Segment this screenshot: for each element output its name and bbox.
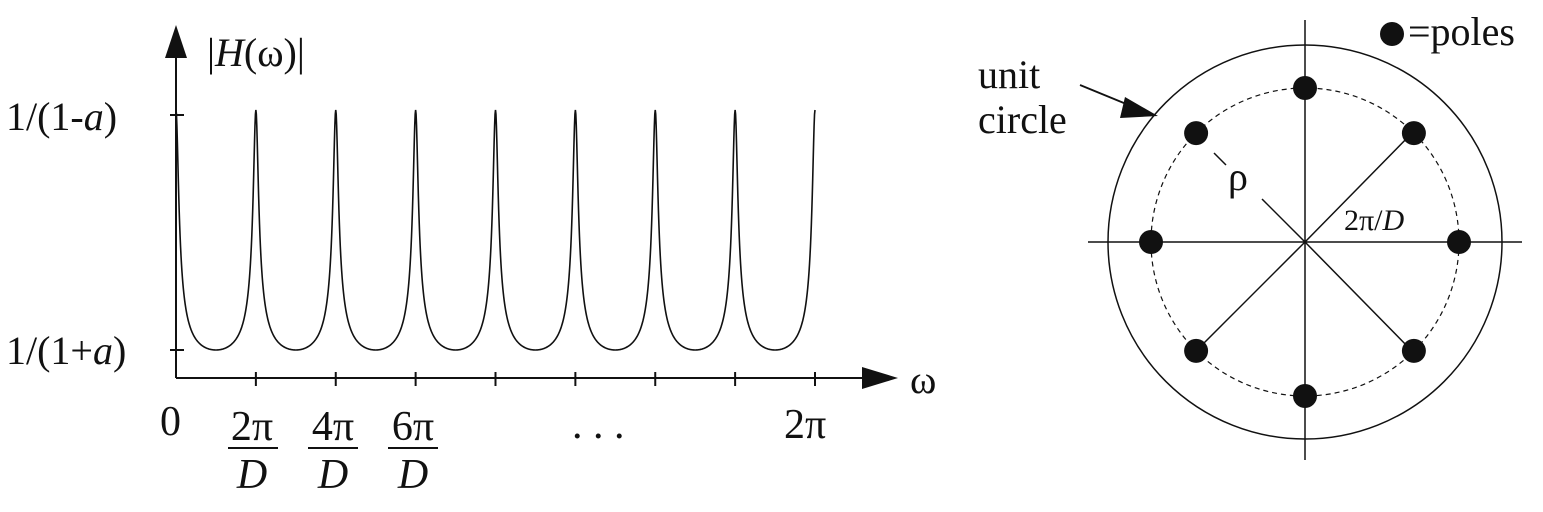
angle-label: 2π/D [1344, 204, 1404, 237]
legend-label: =poles [1408, 9, 1515, 54]
pole-marker [1293, 76, 1317, 100]
x-tick-label-two-pi: 2π [784, 402, 826, 448]
y-max-label: 1/(1-a) [6, 94, 117, 139]
radius-line [1304, 132, 1413, 243]
y-min-label: 1/(1+a) [6, 328, 126, 373]
pole-marker [1293, 384, 1317, 408]
pole-marker [1184, 121, 1209, 146]
fraction-label-3: 6π D [388, 404, 438, 498]
unit-circle [1107, 44, 1503, 440]
radius-line [1261, 198, 1306, 243]
pole-marker [1184, 338, 1209, 363]
x-axis-arrow [862, 367, 898, 389]
poles [1139, 76, 1471, 408]
fraction-label-1: 2π D [228, 404, 278, 498]
fraction-denominator: D [397, 452, 428, 498]
pole-marker [1401, 121, 1426, 146]
x-ticks [254, 372, 816, 386]
y-axis-arrow [165, 25, 187, 58]
fraction-label-2: 4π D [308, 404, 358, 498]
radius-line [1213, 152, 1227, 166]
fraction-denominator: D [317, 452, 348, 498]
response-curve [175, 109, 816, 351]
radius-line [1195, 241, 1306, 352]
pole-marker [1139, 230, 1163, 254]
x-tick-label-zero: 0 [160, 399, 181, 445]
unit-circle-pointer-arrow [1120, 97, 1158, 118]
pole-marker [1447, 230, 1471, 254]
fraction-numerator: 6π [392, 404, 434, 450]
magnitude-response-plot: |H(ω)| 1/(1-a) 1/(1+a) ω 0 2π . . . 2π D… [6, 25, 936, 498]
x-tick-ellipsis: . . . [572, 402, 625, 448]
y-axis-label: |H(ω)| [207, 30, 305, 75]
fraction-numerator: 2π [231, 404, 273, 450]
fraction-numerator: 4π [312, 404, 354, 450]
pole-marker [1401, 338, 1426, 363]
fraction-denominator: D [236, 452, 267, 498]
pole-zero-plot: =poles unit circle ρ 2π/D [978, 9, 1522, 460]
radius-line [1304, 241, 1413, 352]
radius-label: ρ [1228, 154, 1248, 199]
legend-pole-marker [1380, 22, 1404, 46]
unit-circle-label-line1: unit [978, 52, 1040, 97]
x-axis-label: ω [910, 357, 936, 402]
unit-circle-label-line2: circle [978, 97, 1067, 142]
